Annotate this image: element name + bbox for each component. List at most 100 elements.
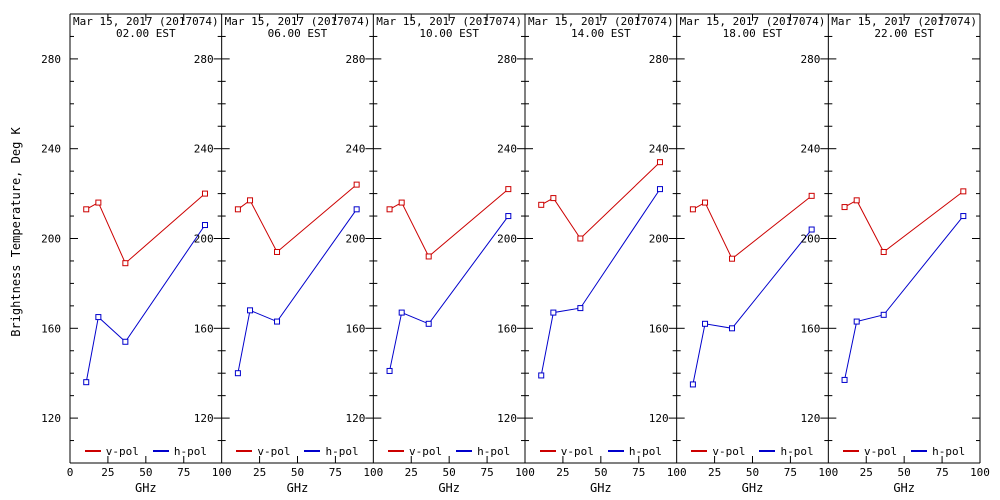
h-pol-legend-label: h-pol [325,444,359,458]
y-axis-title: Brightness Temperature, Deg K [9,127,23,337]
v-pol-legend-label: v-pol [409,444,443,458]
y-tick-label: 160 [345,322,365,335]
v-pol-marker [247,197,254,204]
y-tick-label: 280 [800,53,820,66]
legend-panel-1: v-pol h-pol [70,443,222,459]
h-pol-marker [234,370,241,377]
h-pol-marker [122,338,129,345]
x-tick-label: 75 [632,466,645,479]
v-pol-marker [550,195,557,202]
y-tick-label: 280 [194,53,214,66]
h-pol-marker [841,376,848,383]
h-pol-marker [398,309,405,316]
y-tick-label: 120 [800,412,820,425]
h-pol-marker [538,372,545,379]
panel-time: 14.00 EST [571,27,631,40]
panel-date: Mar 15, 2017 (2017074) [72,15,219,28]
v-pol-legend-label: v-pol [560,444,594,458]
v-pol-line-swatch [691,450,708,452]
x-tick-label: 0 [67,466,74,479]
panel-title-4: Mar 15, 2017 (2017074) 14.00 EST [525,16,677,40]
v-pol-marker [656,159,663,166]
y-tick-label: 240 [41,143,61,156]
v-pol-marker [386,206,393,213]
h-pol-marker [353,206,360,213]
v-pol-line-swatch [539,450,556,452]
h-pol-marker [729,325,736,332]
panel-date: Mar 15, 2017 (2017074) [376,15,522,28]
h-pol-marker [83,379,90,386]
x-tick-label: 75 [935,466,948,479]
v-pol-line-swatch [84,450,101,452]
v-pol-marker [808,192,815,199]
y-tick-label: 200 [345,233,365,246]
h-pol-marker [702,320,709,327]
y-tick-label: 280 [649,53,669,66]
panel-time: 10.00 EST [419,27,479,40]
y-tick-label: 120 [649,412,669,425]
h-pol-marker [247,307,254,314]
x-axis-title-5: GHz [741,481,764,495]
v-pol-line-swatch [843,450,860,452]
legend-panel-5: v-pol h-pol [677,443,829,459]
h-pol-marker [808,226,815,233]
h-pol-legend-label: h-pol [780,444,814,458]
y-tick-label: 160 [41,322,61,335]
h-pol-marker [853,318,860,325]
y-tick-label: 280 [497,53,517,66]
panel-date: Mar 15, 2017 (2017074) [679,15,826,28]
panel-title-6: Mar 15, 2017 (2017074) 22.00 EST [828,16,980,40]
x-axis-title-4: GHz [589,481,612,495]
x-tick-label: 75 [480,466,493,479]
y-tick-label: 200 [194,233,214,246]
panel-time: 02.00 EST [116,27,176,40]
h-pol-marker [550,309,557,316]
x-tick-label: 25 [101,466,114,479]
x-tick-label: 25 [253,466,266,479]
v-pol-legend-label: v-pol [105,444,139,458]
x-tick-label: 100 [667,466,687,479]
v-pol-marker [353,181,360,188]
panel-time: 18.00 EST [722,27,783,40]
v-pol-marker [234,206,241,213]
y-tick-label: 120 [41,412,61,425]
x-axis-title-2: GHz [286,481,309,495]
x-tick-label: 50 [291,466,304,479]
y-tick-label: 160 [194,322,214,335]
y-tick-label: 280 [41,53,61,66]
v-pol-marker [853,197,860,204]
panel-date: Mar 15, 2017 (2017074) [224,15,371,28]
h-pol-line [237,209,358,374]
h-pol-line-swatch [304,450,321,452]
y-tick-label: 160 [497,322,517,335]
x-tick-label: 100 [818,466,838,479]
panel-time: 22.00 EST [874,27,934,40]
panel-title-1: Mar 15, 2017 (2017074) 02.00 EST [70,16,222,40]
x-axis-title-3: GHz [438,481,460,495]
v-pol-line [692,195,812,260]
v-pol-line [844,190,964,253]
x-tick-label: 75 [177,466,190,479]
v-pol-marker [841,204,848,211]
x-tick-label: 25 [405,466,418,479]
h-pol-line-swatch [456,450,473,452]
x-tick-label: 100 [212,466,232,479]
v-pol-marker [505,186,512,193]
h-pol-marker [425,320,432,327]
legend-panel-2: v-pol h-pol [222,443,374,459]
legend-panel-6: v-pol h-pol [828,443,980,459]
h-pol-marker [689,381,696,388]
panel-title-2: Mar 15, 2017 (2017074) 06.00 EST [222,16,374,40]
x-tick-label: 100 [970,466,990,479]
y-tick-label: 120 [345,412,365,425]
h-pol-legend-label: h-pol [932,444,966,458]
h-pol-line-swatch [759,450,776,452]
v-pol-marker [398,199,405,206]
h-pol-marker [577,305,584,312]
x-tick-label: 50 [594,466,607,479]
h-pol-marker [201,222,208,229]
panel-title-3: Mar 15, 2017 (2017074) 10.00 EST [373,16,525,40]
x-tick-label: 25 [556,466,569,479]
y-tick-label: 120 [497,412,517,425]
